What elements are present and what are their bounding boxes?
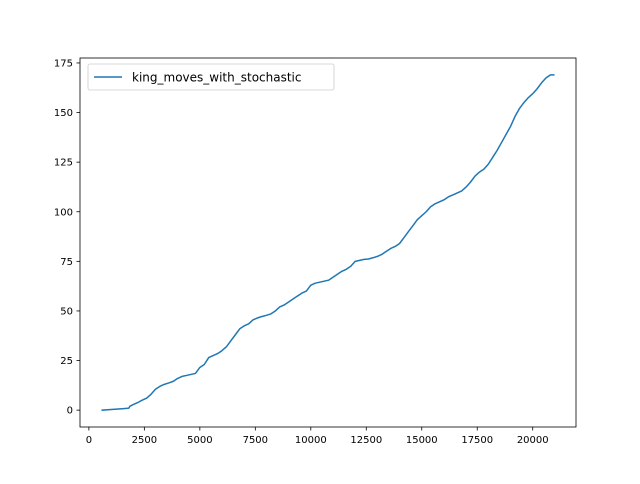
y-tick-label: 50 bbox=[60, 306, 73, 317]
x-tick-label: 10000 bbox=[295, 435, 327, 446]
y-tick-label: 150 bbox=[54, 108, 73, 119]
y-tick-label: 0 bbox=[67, 406, 73, 417]
x-tick-label: 7500 bbox=[243, 435, 268, 446]
x-tick-label: 0 bbox=[86, 435, 92, 446]
x-tick-label: 12500 bbox=[350, 435, 382, 446]
x-tick-label: 5000 bbox=[187, 435, 212, 446]
series-line-0 bbox=[101, 74, 555, 411]
axes-frame bbox=[79, 57, 577, 428]
x-tick-label: 15000 bbox=[406, 435, 438, 446]
x-tick-label: 2500 bbox=[132, 435, 157, 446]
legend-label: king_moves_with_stochastic bbox=[132, 71, 301, 85]
y-tick-label: 125 bbox=[54, 158, 73, 169]
y-tick-label: 75 bbox=[60, 257, 73, 268]
legend-box bbox=[87, 63, 335, 91]
plot-area bbox=[101, 74, 555, 411]
axes: 0 2500 5000 7500 10000 12500 15000 17500 20000 0 2… bbox=[54, 57, 577, 446]
x-tick-label: 17500 bbox=[461, 435, 493, 446]
legend: king_moves_with_stochastic bbox=[87, 63, 335, 91]
y-tick-label: 100 bbox=[54, 207, 73, 218]
y-tick-label: 25 bbox=[60, 356, 73, 367]
x-tick-label: 20000 bbox=[517, 435, 549, 446]
y-tick-label: 175 bbox=[54, 58, 73, 69]
